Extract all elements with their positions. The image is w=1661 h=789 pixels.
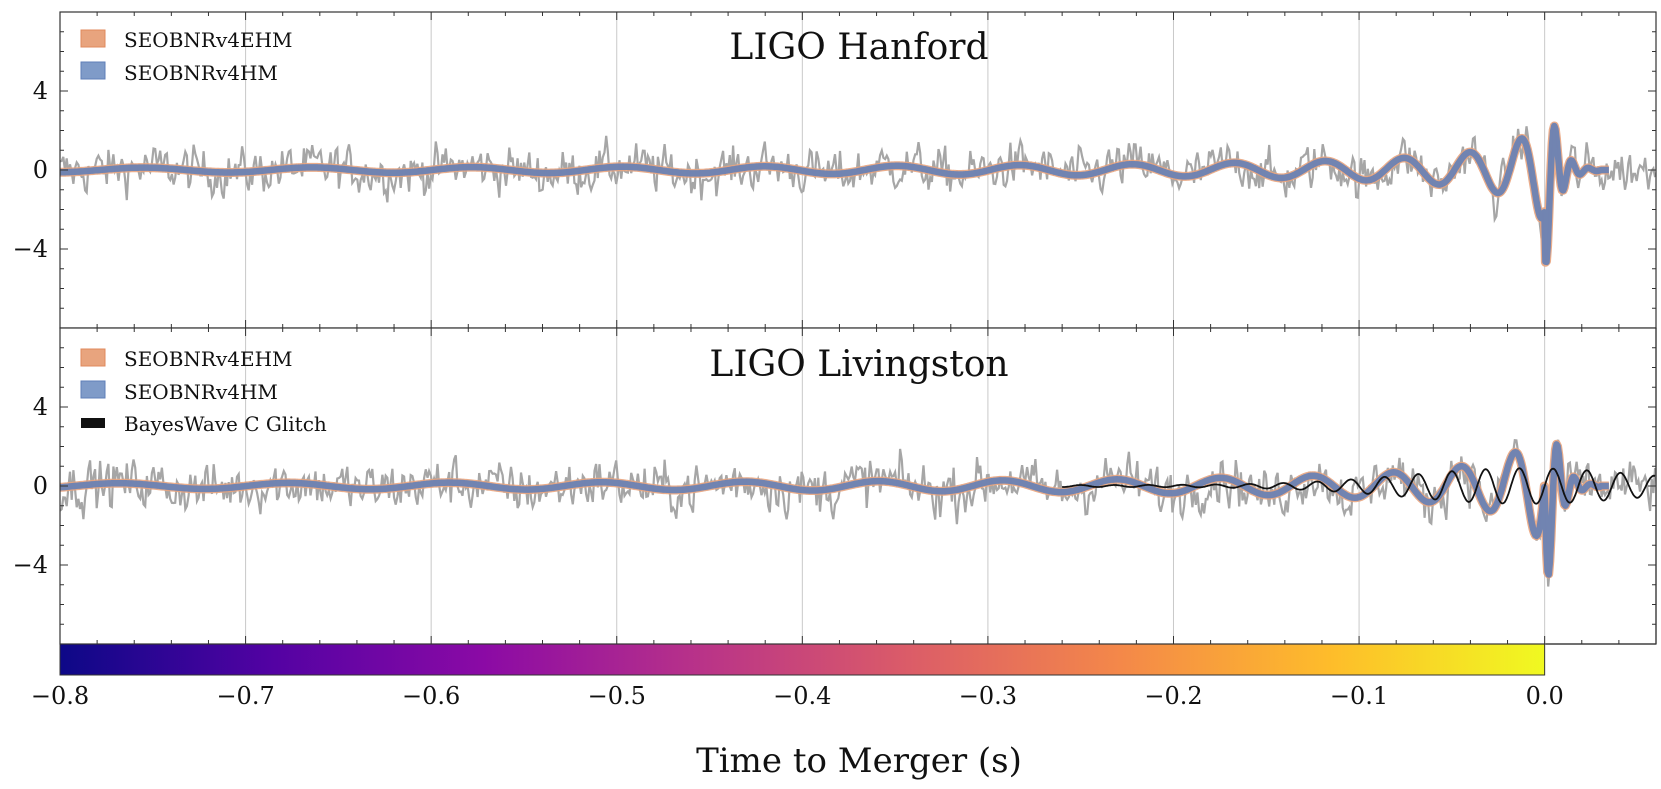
y-tick-label: 4 (33, 77, 48, 105)
x-tick-label: −0.8 (31, 682, 89, 710)
seobnrv4hm-band (60, 441, 1611, 578)
legend-hanford: SEOBNRv4EHM SEOBNRv4HM (80, 28, 293, 85)
legend-livingston: SEOBNRv4EHM SEOBNRv4HM BayesWave C Glitc… (80, 347, 327, 436)
x-tick-label: −0.5 (588, 682, 646, 710)
strain-data-line (60, 121, 1656, 263)
y-tick-label: 0 (33, 472, 48, 500)
x-tick-label: −0.1 (1330, 682, 1388, 710)
panel-title: LIGO Hanford (729, 27, 988, 68)
x-tick-label: −0.6 (402, 682, 460, 710)
legend-label: SEOBNRv4HM (124, 61, 278, 85)
panel-title: LIGO Livingston (709, 344, 1008, 385)
legend-label: BayesWave C Glitch (124, 412, 327, 436)
seobnrv4hm-band (60, 122, 1611, 266)
x-tick-label: −0.7 (216, 682, 274, 710)
x-axis-label: Time to Merger (s) (696, 741, 1022, 781)
legend-swatch-seobnrv4hm (80, 61, 106, 80)
traces-hanford (60, 121, 1656, 267)
x-tick-label: −0.3 (959, 682, 1017, 710)
y-tick-label: 4 (33, 393, 48, 421)
legend-swatch-seobnrv4ehm (80, 29, 106, 48)
x-tick-labels: −0.8 −0.7 −0.6 −0.5 −0.4 −0.3 −0.2 −0.1 0.0 (31, 682, 1564, 710)
legend-label: SEOBNRv4EHM (124, 28, 293, 52)
legend-swatch-seobnrv4ehm (80, 348, 106, 367)
y-tick-label: 0 (33, 156, 48, 184)
legend-label: SEOBNRv4EHM (124, 347, 293, 371)
x-tick-label: −0.4 (773, 682, 831, 710)
legend-swatch-bayeswave-glitch (81, 418, 105, 428)
x-tick-label: 0.0 (1526, 682, 1564, 710)
traces-livingston (60, 438, 1656, 587)
panel-livingston: 4 0 −4 LIGO Livingston SEOBNRv4EHM SEOBNRv… (13, 328, 1657, 644)
time-colorbar (59, 643, 1546, 676)
panel-hanford: 4 0 −4 LIGO Hanford SEOBNRv4EHM SEOBNRv4HM (13, 11, 1657, 329)
y-tick-label: −4 (13, 235, 48, 263)
y-tick-label: −4 (13, 551, 48, 579)
ticks-hanford: 4 0 −4 (13, 12, 1657, 328)
bayeswave-glitch-line (1062, 467, 1656, 505)
legend-swatch-seobnrv4hm (80, 380, 106, 399)
x-tick-label: −0.2 (1144, 682, 1202, 710)
legend-label: SEOBNRv4HM (124, 380, 278, 404)
